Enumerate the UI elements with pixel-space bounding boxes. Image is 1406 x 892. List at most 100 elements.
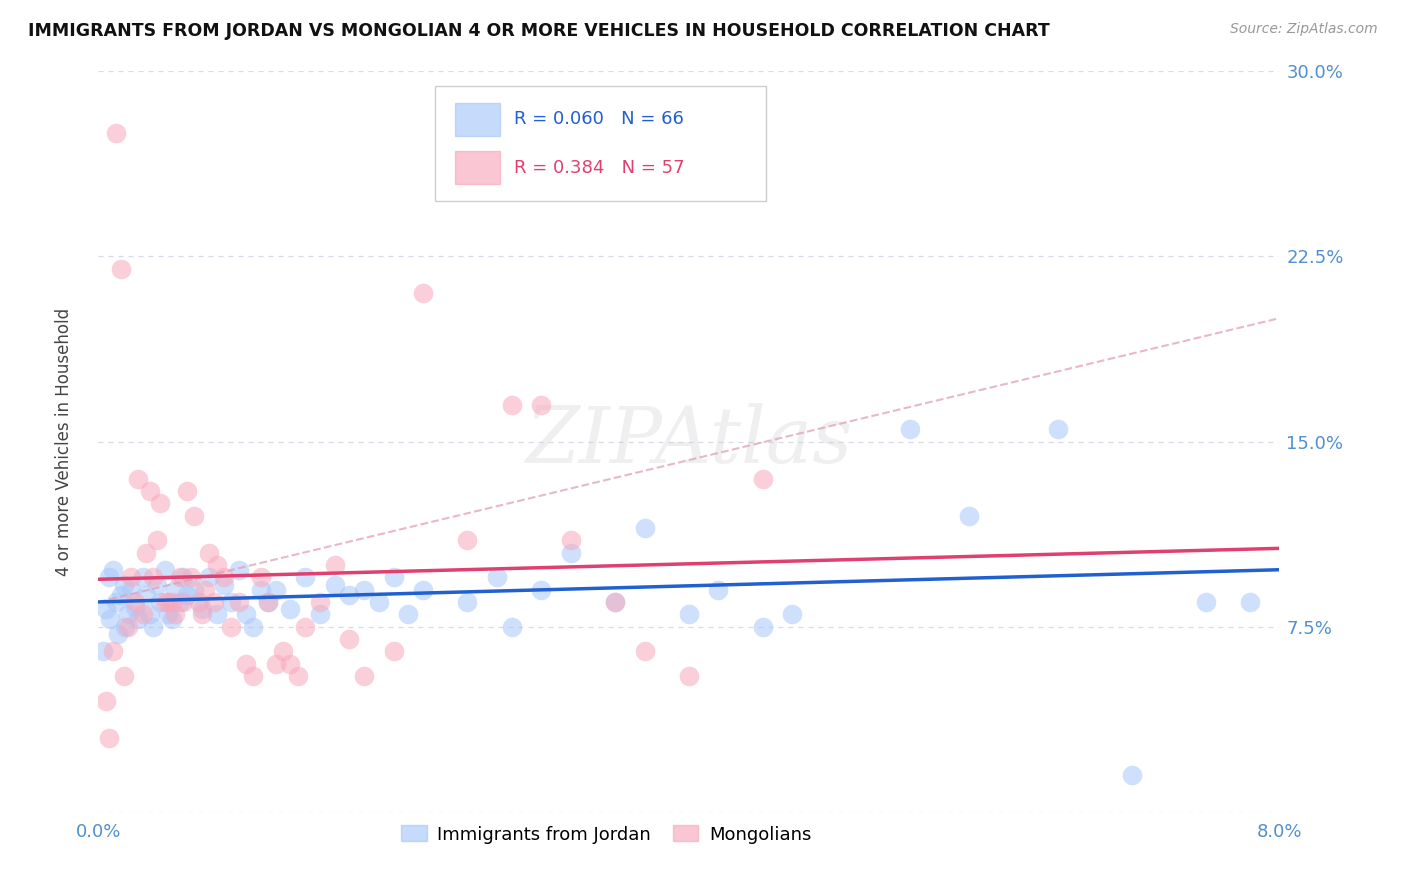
Point: [339, 632, 361, 646]
Point: [97, 570, 120, 584]
Point: [153, 563, 176, 577]
Point: [900, 422, 922, 436]
Point: [235, 607, 257, 622]
Point: [142, 619, 165, 633]
Text: ZIPAtlas: ZIPAtlas: [526, 403, 852, 480]
Point: [107, 627, 129, 641]
Point: [139, 483, 162, 498]
Point: [194, 582, 217, 597]
Point: [280, 602, 302, 616]
Point: [105, 595, 128, 609]
Point: [117, 607, 139, 622]
Point: [221, 619, 243, 633]
Point: [110, 588, 132, 602]
Point: [257, 595, 280, 609]
Point: [156, 607, 179, 622]
Point: [183, 508, 205, 523]
Point: [412, 582, 434, 597]
Point: [165, 582, 187, 597]
Point: [91, 644, 114, 658]
Point: [149, 496, 172, 510]
Point: [368, 595, 391, 609]
Point: [105, 126, 128, 140]
Point: [501, 619, 523, 633]
Point: [124, 595, 146, 609]
Point: [162, 612, 183, 626]
Point: [97, 731, 120, 745]
Point: [382, 644, 405, 658]
Point: [221, 595, 243, 609]
Point: [153, 595, 176, 609]
Point: [176, 588, 198, 602]
Point: [187, 595, 209, 609]
Point: [605, 595, 627, 609]
Point: [560, 533, 582, 548]
Point: [707, 582, 730, 597]
Point: [98, 612, 121, 626]
Point: [169, 595, 191, 609]
Point: [149, 595, 172, 609]
Point: [353, 582, 375, 597]
Point: [560, 545, 582, 560]
Point: [257, 595, 280, 609]
Point: [235, 657, 257, 671]
Point: [94, 602, 117, 616]
Point: [1239, 595, 1261, 609]
Point: [678, 607, 700, 622]
Point: [135, 545, 157, 560]
Point: [117, 619, 139, 633]
Point: [412, 286, 434, 301]
Point: [180, 570, 202, 584]
Point: [146, 577, 169, 591]
Point: [309, 595, 332, 609]
Point: [752, 471, 775, 485]
Point: [112, 577, 135, 591]
Point: [169, 570, 191, 584]
Point: [132, 607, 155, 622]
Point: [294, 570, 316, 584]
Point: [228, 595, 250, 609]
Point: [287, 669, 309, 683]
Text: R = 0.060   N = 66: R = 0.060 N = 66: [515, 111, 685, 128]
Bar: [456, 151, 501, 185]
Point: [202, 595, 225, 609]
Point: [127, 471, 149, 485]
Point: [120, 570, 142, 584]
Point: [165, 607, 187, 622]
Bar: [456, 103, 501, 136]
Point: [191, 607, 214, 622]
Point: [198, 545, 221, 560]
Point: [172, 595, 194, 609]
Point: [127, 612, 149, 626]
Point: [501, 398, 523, 412]
Point: [112, 669, 135, 683]
Point: [1046, 422, 1070, 436]
Legend: Immigrants from Jordan, Mongolians: Immigrants from Jordan, Mongolians: [394, 818, 818, 851]
Point: [250, 570, 273, 584]
Point: [280, 657, 302, 671]
Point: [486, 570, 509, 584]
Point: [250, 582, 273, 597]
Point: [146, 533, 169, 548]
Point: [605, 595, 627, 609]
Point: [294, 619, 316, 633]
Point: [139, 607, 162, 622]
Text: R = 0.384   N = 57: R = 0.384 N = 57: [515, 159, 685, 177]
Point: [457, 533, 479, 548]
Point: [205, 607, 228, 622]
Point: [242, 669, 264, 683]
Point: [103, 644, 125, 658]
Point: [142, 570, 165, 584]
Point: [530, 398, 553, 412]
Point: [120, 582, 142, 597]
Point: [1121, 767, 1143, 781]
Point: [323, 558, 346, 572]
Point: [634, 644, 657, 658]
Point: [353, 669, 375, 683]
Y-axis label: 4 or more Vehicles in Household: 4 or more Vehicles in Household: [55, 308, 73, 575]
Point: [309, 607, 332, 622]
Point: [124, 599, 146, 614]
Point: [103, 563, 125, 577]
Point: [228, 563, 250, 577]
Point: [191, 602, 214, 616]
